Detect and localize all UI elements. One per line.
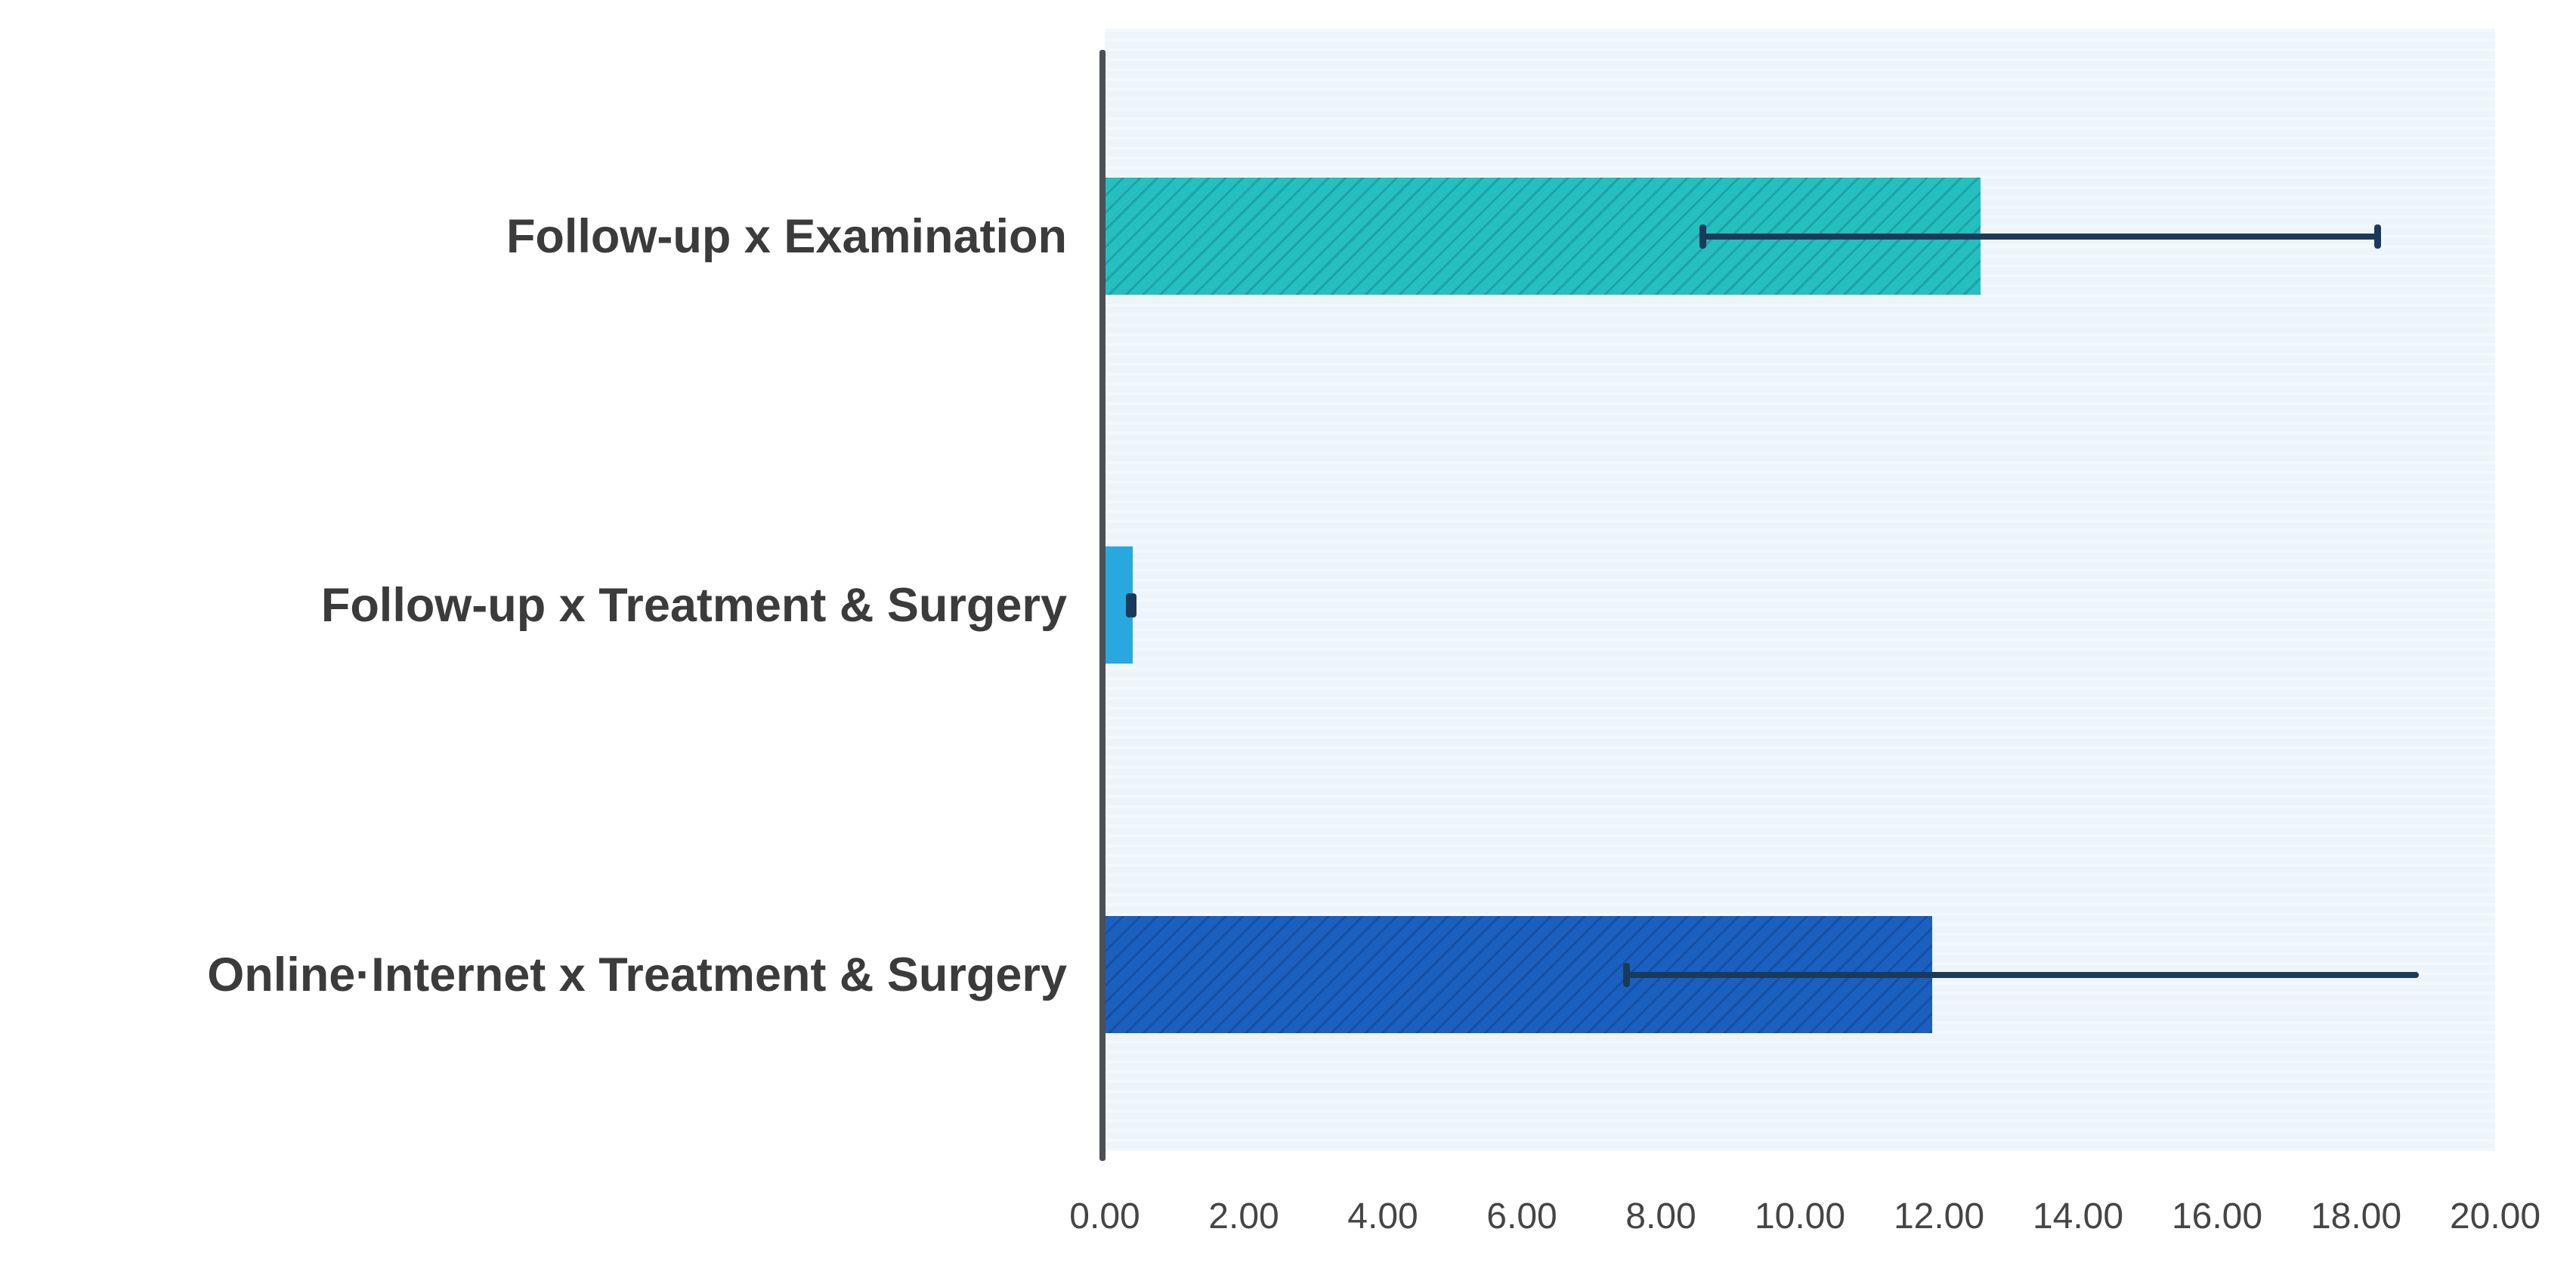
- x-tick-label: 10.00: [1754, 1196, 1846, 1236]
- plot-area: [1105, 29, 2495, 1151]
- bar-row: [1105, 916, 2495, 1033]
- x-tick-label: 6.00: [1486, 1196, 1557, 1236]
- y-axis-line: [1099, 50, 1106, 1161]
- bar-row: [1105, 178, 2495, 295]
- x-tick-label: 20.00: [2449, 1196, 2541, 1236]
- category-label: Follow-up x Examination: [506, 209, 1067, 263]
- error-bar-line: [1626, 971, 2419, 978]
- x-tick-label: 14.00: [2032, 1196, 2124, 1236]
- category-label: Follow-up x Treatment & Surgery: [320, 578, 1067, 632]
- x-tick-label: 2.00: [1208, 1196, 1279, 1236]
- x-tick-label: 4.00: [1347, 1196, 1418, 1236]
- x-tick-label: 12.00: [1893, 1196, 1985, 1236]
- error-bar-line: [1702, 233, 2377, 240]
- error-bar-left-cap: [1623, 962, 1630, 987]
- error-bar-right-cap: [2373, 224, 2381, 249]
- x-tick-label: 16.00: [2171, 1196, 2263, 1236]
- error-bar-right-cap: [1129, 593, 1136, 617]
- x-tick-label: 0.00: [1069, 1196, 1140, 1236]
- bar-online-internet-x-treatment-surgery: [1105, 916, 1932, 1033]
- bar-row: [1105, 546, 2495, 664]
- error-bar-left-cap: [1699, 224, 1707, 249]
- x-tick-label: 18.00: [2310, 1196, 2402, 1236]
- error-bar-left-cap: [1126, 593, 1133, 617]
- category-label: Online·Internet x Treatment & Surgery: [207, 948, 1067, 1001]
- x-tick-label: 8.00: [1625, 1196, 1696, 1236]
